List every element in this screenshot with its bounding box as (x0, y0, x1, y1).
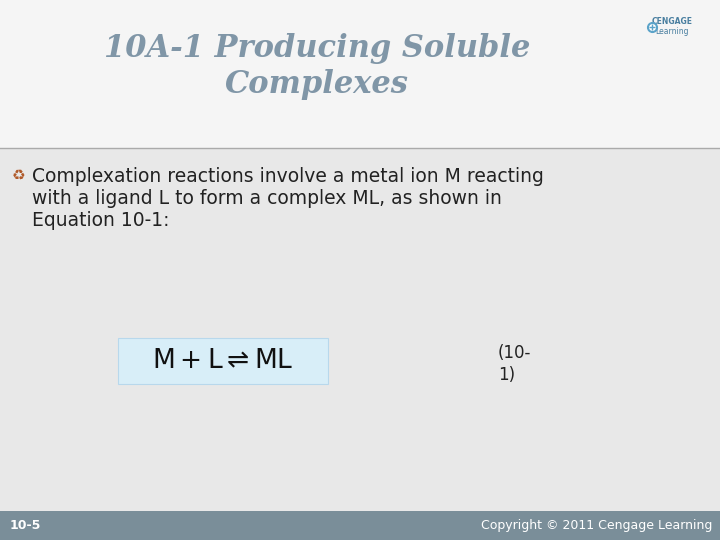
Text: $\mathsf{M + L \rightleftharpoons ML}$: $\mathsf{M + L \rightleftharpoons ML}$ (152, 348, 294, 374)
Text: CENGAGE: CENGAGE (652, 17, 693, 26)
Text: Copyright © 2011 Cengage Learning: Copyright © 2011 Cengage Learning (481, 519, 712, 532)
Bar (0, 511, 720, 540)
Text: Complexes: Complexes (225, 69, 409, 99)
Text: Equation 10-1:: Equation 10-1: (32, 211, 169, 229)
Text: Complexation reactions involve a metal ion M reacting: Complexation reactions involve a metal i… (32, 166, 544, 186)
Text: Learning: Learning (655, 28, 689, 37)
Bar (0, 148, 720, 511)
Text: ♻: ♻ (12, 168, 26, 184)
Text: 10-5: 10-5 (10, 519, 41, 532)
Text: 10A-1 Producing Soluble: 10A-1 Producing Soluble (104, 32, 530, 64)
Bar (0, 0, 720, 148)
FancyBboxPatch shape (118, 338, 328, 384)
Text: with a ligand L to form a complex ML, as shown in: with a ligand L to form a complex ML, as… (32, 188, 502, 207)
Text: 1): 1) (498, 366, 515, 384)
Text: (10-: (10- (498, 344, 531, 362)
